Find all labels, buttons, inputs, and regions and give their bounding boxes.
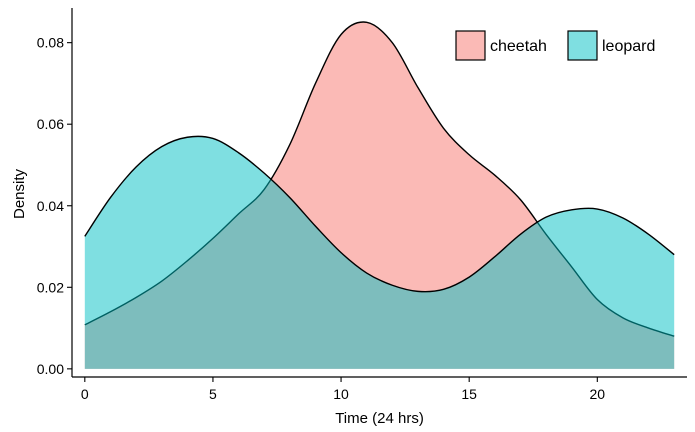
x-ticks: 0 5 10 15 20: [81, 377, 605, 402]
legend-key-leopard: [567, 30, 598, 61]
y-tick-label: 0.02: [37, 279, 64, 295]
y-tick-label: 0.04: [37, 198, 64, 214]
x-tick-label: 5: [209, 386, 217, 402]
legend-label-leopard: leopard: [602, 38, 655, 55]
x-tick-label: 0: [81, 386, 89, 402]
y-ticks: 0.00 0.02 0.04 0.06 0.08: [37, 35, 72, 377]
y-tick-label: 0.08: [37, 35, 64, 51]
leopard-density-curve: [84, 135, 675, 293]
x-axis-title: Time (24 hrs): [335, 410, 424, 427]
x-tick-label: 20: [590, 386, 606, 402]
x-tick-label: 10: [333, 386, 349, 402]
series-leopard: [84, 135, 675, 369]
leopard-density-area: [84, 136, 675, 369]
legend-key-cheetah: [455, 30, 486, 61]
legend-label-cheetah: cheetah: [490, 38, 547, 55]
density-areas: [84, 21, 675, 369]
axes: [71, 8, 687, 378]
x-tick-label: 15: [461, 386, 477, 402]
y-tick-label: 0.00: [37, 361, 64, 377]
legend: cheetah leopard: [455, 30, 655, 61]
legend-item-cheetah: cheetah: [455, 30, 547, 61]
legend-item-leopard: leopard: [567, 30, 655, 61]
y-tick-label: 0.06: [37, 116, 64, 132]
y-axis-title: Density: [11, 168, 28, 219]
